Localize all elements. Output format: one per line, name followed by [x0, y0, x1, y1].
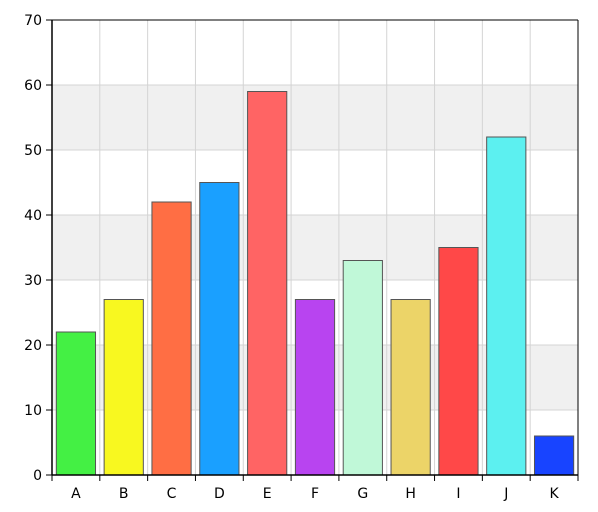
x-tick-label: H [405, 486, 416, 502]
bar-h [390, 299, 431, 476]
x-tick-label: D [214, 486, 225, 502]
bar-i [438, 247, 479, 476]
x-tick-label: A [71, 486, 81, 502]
x-tick-label: F [311, 486, 319, 502]
y-tick-label: 0 [33, 468, 42, 484]
x-tick-label: I [456, 486, 460, 502]
y-tick-label: 70 [24, 13, 42, 29]
bar-b [103, 299, 144, 476]
x-tick-label: C [167, 486, 177, 502]
y-tick-label: 60 [24, 78, 42, 94]
bar-k [533, 435, 575, 476]
x-tick-label: K [549, 486, 559, 502]
y-tick-label: 40 [24, 208, 42, 224]
x-tick-label: J [503, 486, 508, 502]
bar-g [342, 260, 383, 476]
bar-j [486, 136, 527, 476]
tick-labels-group: 0 10 20 30 40 50 60 70 A B C D E F G H I J K [24, 13, 559, 502]
axes-group [46, 19, 579, 481]
y-tick-label: 20 [24, 338, 42, 354]
y-tick-label: 50 [24, 143, 42, 159]
y-tick-label: 10 [24, 403, 42, 419]
bar-c [151, 201, 192, 476]
bar-a [55, 331, 97, 476]
x-tick-label: G [357, 486, 368, 502]
y-tick-label: 30 [24, 273, 42, 289]
bar-d [199, 182, 240, 476]
x-tick-label: B [119, 486, 129, 502]
bars-group [55, 91, 575, 476]
bar-f [294, 299, 336, 476]
x-tick-label: E [263, 486, 272, 502]
bar-e [247, 91, 288, 476]
